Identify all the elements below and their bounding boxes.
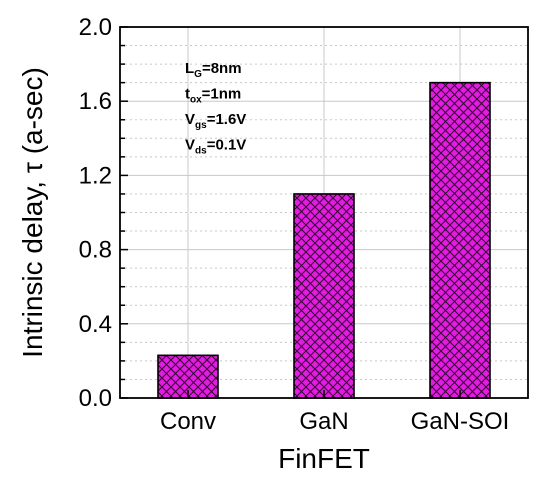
annotation-line: LG=8nm (185, 60, 242, 80)
ticks: 0.0 0.4 0.8 1.2 1.6 2.0 Conv GaN GaN-SOI (79, 14, 510, 435)
y-tick-label: 1.2 (79, 162, 112, 189)
x-axis-title: FinFET (278, 443, 370, 474)
annotation-line: Vds=0.1V (185, 137, 246, 157)
y-tick-label: 2.0 (79, 14, 112, 41)
y-tick-label: 0.8 (79, 237, 112, 264)
annotation-line: Vgs=1.6V (185, 111, 246, 131)
y-tick-label: 0.0 (79, 385, 112, 412)
annotation-box: LG=8nm tox=1nm Vgs=1.6V Vds=0.1V (185, 60, 246, 157)
annotation-line: tox=1nm (185, 86, 241, 106)
y-axis-title: Intrinsic delay, τ (a-sec) (17, 67, 48, 358)
x-tick-label: GaN (299, 408, 348, 435)
bar-gan (293, 193, 355, 399)
bar-gan-soi (429, 81, 491, 399)
y-tick-label: 0.4 (79, 311, 112, 338)
y-tick-label: 1.6 (79, 88, 112, 115)
x-tick-label: GaN-SOI (411, 408, 510, 435)
x-tick-label: Conv (160, 408, 216, 435)
